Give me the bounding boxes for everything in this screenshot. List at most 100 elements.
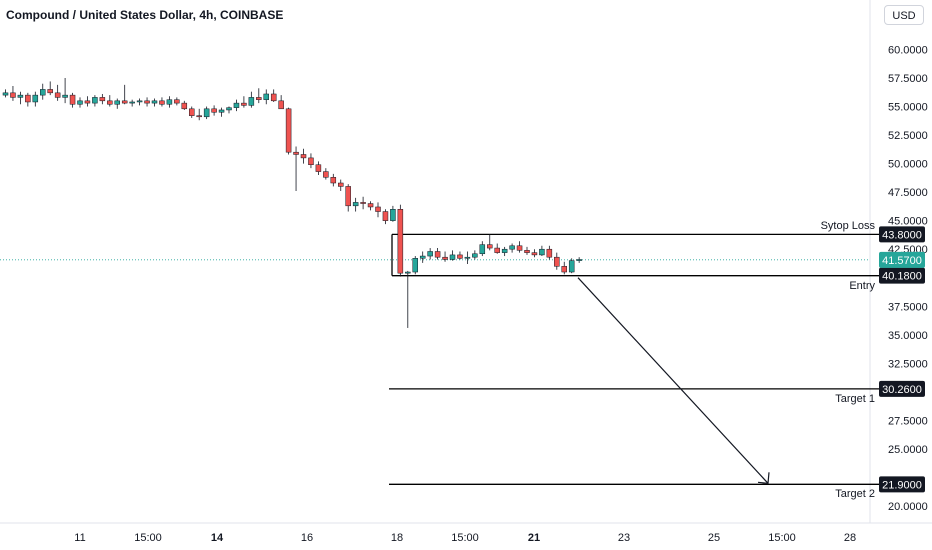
candle-body — [25, 94, 31, 103]
candle[interactable] — [457, 251, 463, 260]
candle[interactable] — [144, 97, 150, 107]
candle[interactable] — [218, 107, 225, 117]
candle[interactable] — [367, 201, 374, 211]
candle[interactable] — [405, 270, 411, 328]
candle[interactable] — [568, 258, 575, 274]
candle[interactable] — [136, 98, 143, 106]
candle[interactable] — [270, 89, 277, 102]
candle[interactable] — [419, 251, 426, 263]
x-tick-label: 15:00 — [451, 532, 479, 544]
candle[interactable] — [248, 91, 255, 108]
candle-body — [397, 209, 404, 274]
candle[interactable] — [352, 197, 359, 212]
currency-selector[interactable]: USD — [884, 5, 924, 25]
candle[interactable] — [472, 250, 478, 260]
candle[interactable] — [561, 261, 567, 275]
candle-body — [92, 97, 98, 104]
candle[interactable] — [129, 99, 135, 107]
candle[interactable] — [99, 93, 106, 105]
candle[interactable] — [241, 96, 247, 108]
candle[interactable] — [315, 161, 322, 176]
candle[interactable] — [263, 89, 269, 105]
candle[interactable] — [390, 205, 396, 222]
candle[interactable] — [25, 92, 31, 107]
candle[interactable] — [285, 107, 292, 155]
candle[interactable] — [256, 88, 262, 104]
candle-body — [62, 94, 68, 98]
candle-body — [196, 115, 202, 118]
candle[interactable] — [233, 99, 240, 112]
candle[interactable] — [345, 184, 351, 212]
candle[interactable] — [449, 250, 456, 261]
candle[interactable] — [166, 96, 173, 108]
candle[interactable] — [531, 249, 538, 258]
candle-body — [114, 100, 120, 105]
candle[interactable] — [434, 248, 441, 260]
candle[interactable] — [427, 248, 433, 260]
level-name-1: Sytop Loss — [821, 220, 876, 232]
candle[interactable] — [92, 95, 98, 107]
candle[interactable] — [323, 168, 329, 180]
candle[interactable] — [159, 97, 165, 107]
candle[interactable] — [338, 179, 344, 191]
candle[interactable] — [576, 257, 582, 263]
projection-arrow-line[interactable] — [577, 277, 769, 484]
candle[interactable] — [330, 173, 337, 187]
candle[interactable] — [211, 105, 217, 116]
candle[interactable] — [554, 252, 560, 270]
candle[interactable] — [494, 243, 500, 254]
candle-body — [278, 100, 284, 110]
candle[interactable] — [382, 209, 389, 225]
candle[interactable] — [487, 234, 493, 251]
candle[interactable] — [397, 204, 404, 277]
candle[interactable] — [226, 106, 232, 114]
candle[interactable] — [107, 95, 113, 107]
candle[interactable] — [524, 246, 530, 255]
y-tick-label: 20.0000 — [888, 501, 928, 513]
candle-body — [330, 177, 337, 184]
candle[interactable] — [203, 106, 210, 120]
candle[interactable] — [516, 241, 523, 253]
candle[interactable] — [375, 202, 381, 218]
candle[interactable] — [300, 148, 307, 164]
candle[interactable] — [174, 97, 180, 106]
candle[interactable] — [539, 245, 545, 257]
candle[interactable] — [47, 81, 53, 96]
candle[interactable] — [10, 85, 16, 101]
candle[interactable] — [151, 98, 158, 107]
candle[interactable] — [189, 106, 195, 118]
candle[interactable] — [121, 84, 128, 105]
candle[interactable] — [32, 91, 39, 107]
candle[interactable] — [442, 251, 448, 262]
candle-body — [338, 182, 344, 187]
candle[interactable] — [509, 243, 515, 253]
candle[interactable] — [360, 196, 366, 210]
candle[interactable] — [181, 100, 188, 110]
x-tick-label: 16 — [301, 532, 313, 544]
candle[interactable] — [412, 256, 418, 275]
candle[interactable] — [2, 89, 9, 98]
candle[interactable] — [69, 92, 76, 108]
candle[interactable] — [77, 97, 83, 108]
candle[interactable] — [278, 95, 284, 110]
candle[interactable] — [84, 96, 91, 107]
candle[interactable] — [62, 78, 68, 104]
candle[interactable] — [464, 251, 471, 265]
candle[interactable] — [40, 83, 46, 100]
candle-body — [2, 92, 9, 96]
candle[interactable] — [196, 108, 202, 121]
candle-body — [472, 253, 478, 258]
candle[interactable] — [293, 146, 299, 191]
candle[interactable] — [308, 153, 314, 169]
candle[interactable] — [546, 245, 553, 260]
candle[interactable] — [501, 246, 508, 257]
candle[interactable] — [17, 91, 24, 105]
level-price-label-2: 40.1800 — [882, 271, 922, 283]
candle[interactable] — [479, 241, 486, 257]
candle-body — [554, 256, 560, 267]
candle-body — [464, 256, 471, 259]
candle[interactable] — [114, 98, 120, 109]
candle-body — [494, 247, 500, 253]
candle[interactable] — [54, 84, 61, 101]
